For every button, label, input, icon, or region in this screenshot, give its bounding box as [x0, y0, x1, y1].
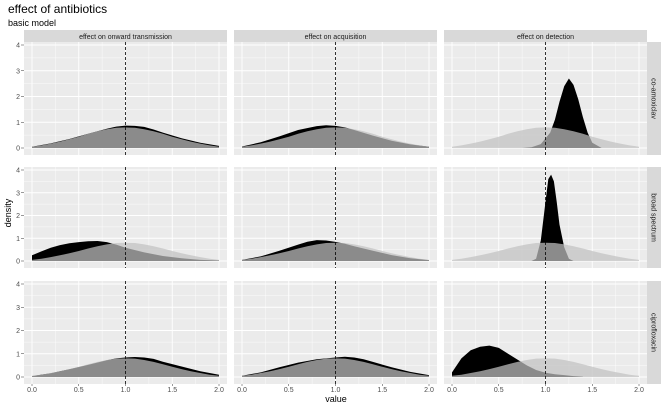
row-strip-label: ciprofloxacin — [650, 313, 657, 352]
chart-subtitle: basic model — [8, 18, 56, 28]
panel — [24, 167, 227, 268]
panel — [24, 42, 227, 155]
column-strip-label: effect on detection — [517, 34, 574, 41]
chart-title: effect of antibiotics — [8, 2, 107, 16]
y-tick-label: 2 — [16, 94, 20, 101]
posterior-density — [531, 174, 574, 261]
y-tick-label: 1 — [16, 351, 20, 358]
y-tick-label: 4 — [16, 168, 20, 175]
panel — [444, 167, 647, 268]
x-tick-label: 1.0 — [331, 387, 341, 394]
x-tick-label: 1.0 — [541, 387, 551, 394]
prior-density — [452, 242, 639, 261]
prior-density — [32, 242, 219, 261]
panel — [234, 167, 437, 268]
x-tick-label: 2.0 — [214, 387, 224, 394]
x-tick-label: 1.5 — [587, 387, 597, 394]
y-tick-label: 0 — [16, 146, 20, 153]
facet-grid: co-amoxiclav 0 1 2 3 4 broad spectrum 0 1 2 3 4 cipr… — [16, 30, 661, 394]
x-tick-label: 0.5 — [74, 387, 84, 394]
column-strip — [24, 30, 227, 42]
x-tick-label: 0.0 — [447, 387, 457, 394]
x-tick-label: 1.5 — [377, 387, 387, 394]
x-tick-label: 1.0 — [121, 387, 131, 394]
column-strip — [234, 30, 437, 42]
panel — [444, 281, 647, 384]
panel — [234, 42, 437, 155]
y-tick-label: 3 — [16, 190, 20, 197]
y-tick-label: 3 — [16, 305, 20, 312]
y-tick-label: 1 — [16, 236, 20, 243]
row-strip — [647, 167, 661, 268]
x-axis-title: value — [325, 394, 347, 404]
column-strip-label: effect on onward transmission — [79, 34, 172, 41]
y-tick-label: 1 — [16, 120, 20, 127]
panel — [444, 42, 647, 155]
row-strip — [647, 42, 661, 155]
x-tick-label: 0.5 — [284, 387, 294, 394]
x-tick-label: 2.0 — [634, 387, 644, 394]
panel — [24, 281, 227, 384]
posterior-density — [522, 78, 602, 148]
x-tick-label: 0.0 — [237, 387, 247, 394]
y-tick-label: 4 — [16, 43, 20, 50]
column-strip — [444, 30, 647, 42]
y-tick-label: 0 — [16, 259, 20, 266]
y-tick-label: 0 — [16, 375, 20, 382]
row-strip-label: co-amoxiclav — [650, 78, 657, 119]
row-strip — [647, 281, 661, 384]
column-strip-label: effect on acquisition — [305, 34, 367, 41]
prior-density — [242, 242, 429, 261]
x-tick-label: 0.0 — [27, 387, 37, 394]
panel — [234, 281, 437, 384]
y-tick-label: 2 — [16, 328, 20, 335]
row-strip-label: broad spectrum — [650, 193, 657, 242]
y-tick-label: 2 — [16, 213, 20, 220]
x-tick-label: 2.0 — [424, 387, 434, 394]
posterior-density — [452, 345, 583, 377]
x-tick-label: 0.5 — [494, 387, 504, 394]
y-tick-label: 3 — [16, 68, 20, 75]
y-tick-label: 4 — [16, 282, 20, 289]
y-axis-title: density — [3, 198, 13, 227]
x-tick-label: 1.5 — [167, 387, 177, 394]
